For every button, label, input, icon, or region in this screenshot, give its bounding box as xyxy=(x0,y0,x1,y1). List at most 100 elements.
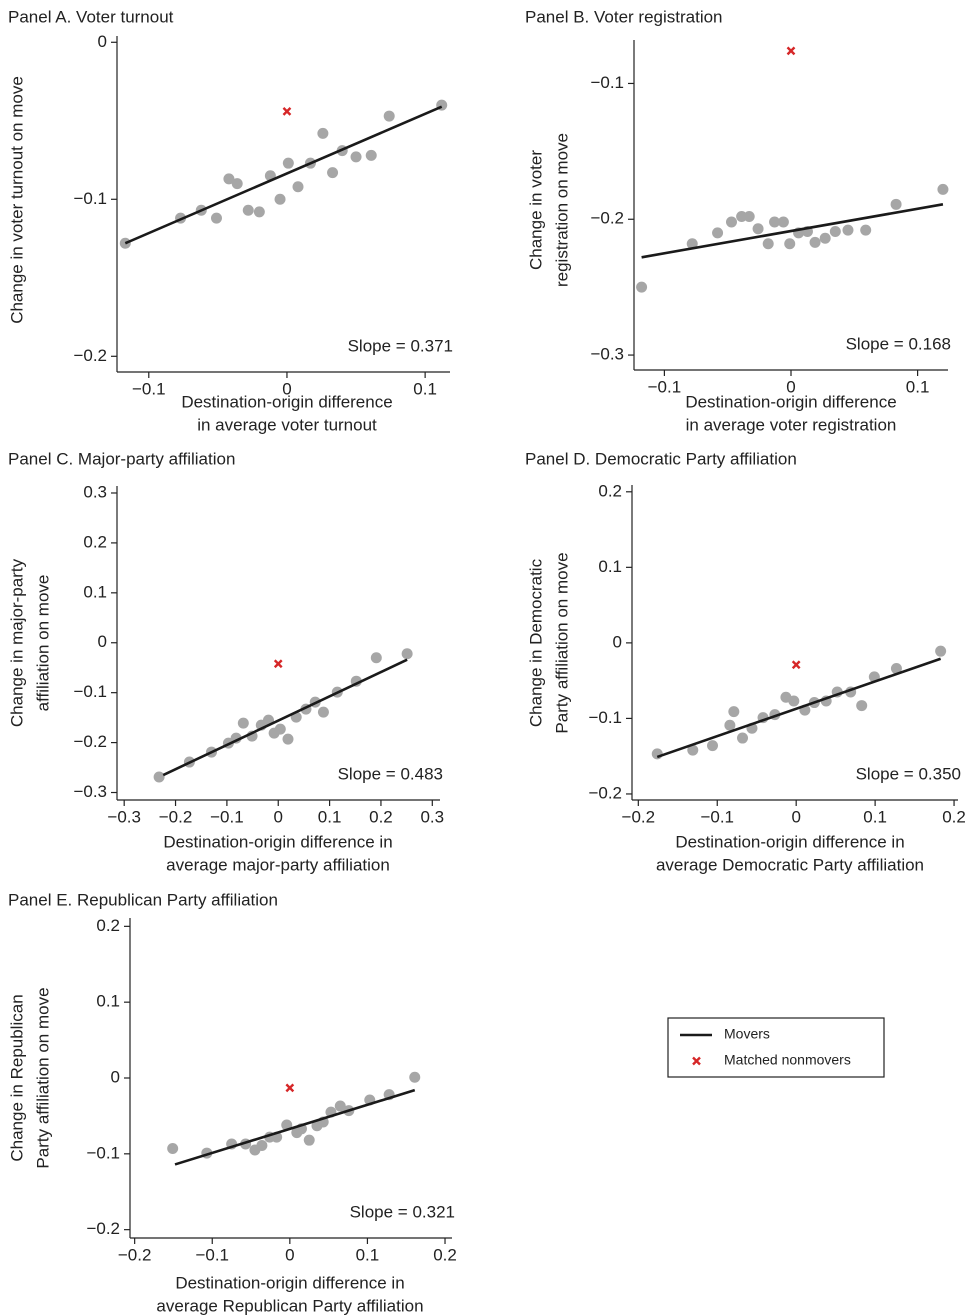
x-axis-label: Destination-origin difference xyxy=(685,392,896,411)
slope-annotation: Slope = 0.371 xyxy=(348,336,453,355)
mover-point xyxy=(327,167,339,179)
x-axis-label: average Republican Party affiliation xyxy=(156,1296,423,1315)
y-tick-label: 0 xyxy=(111,1067,120,1086)
mover-point xyxy=(223,173,235,185)
mover-point xyxy=(712,227,724,239)
mover-point xyxy=(890,198,902,210)
mover-point xyxy=(725,216,737,228)
mover-point xyxy=(370,652,382,664)
mover-point xyxy=(784,238,796,250)
y-tick-label: −0.2 xyxy=(588,783,622,802)
nonmover-point xyxy=(285,1083,295,1093)
panel-title: Panel C. Major-party affiliation xyxy=(8,449,235,468)
x-tick-label: 0 xyxy=(285,1245,294,1264)
x-tick-label: −0.2 xyxy=(159,807,193,826)
mover-point xyxy=(937,183,949,195)
y-tick-label: 0.1 xyxy=(83,582,107,601)
y-tick-label: −0.2 xyxy=(73,732,107,751)
fit-line xyxy=(162,658,408,777)
y-tick-label: −0.1 xyxy=(590,73,624,92)
legend-marker xyxy=(692,1056,701,1066)
mover-point xyxy=(365,149,377,161)
mover-point xyxy=(237,717,249,729)
x-tick-label: 0.2 xyxy=(433,1245,457,1264)
y-axis-label: affiliation on move xyxy=(33,575,52,712)
mover-point xyxy=(282,157,294,169)
panel-title: Panel A. Voter turnout xyxy=(8,7,174,26)
mover-point xyxy=(303,1134,315,1146)
x-tick-label: 0.2 xyxy=(942,807,966,826)
x-axis-label: in average voter registration xyxy=(686,415,897,434)
y-tick-label: −0.1 xyxy=(588,708,622,727)
y-axis-label: registration on move xyxy=(552,133,571,287)
mover-point xyxy=(242,204,254,216)
mover-point xyxy=(409,1071,421,1083)
x-marker xyxy=(791,660,801,670)
x-tick-label: 0 xyxy=(274,807,283,826)
nonmover-point xyxy=(282,107,292,116)
mover-point xyxy=(282,733,294,745)
mover-point xyxy=(842,224,854,236)
y-tick-label: 0 xyxy=(98,632,107,651)
mover-point xyxy=(777,216,789,228)
slope-annotation: Slope = 0.321 xyxy=(350,1202,455,1221)
x-tick-label: 0.1 xyxy=(318,807,342,826)
y-tick-label: 0.2 xyxy=(83,532,107,551)
mover-point xyxy=(724,719,736,731)
x-tick-label: 0 xyxy=(791,807,800,826)
y-tick-label: 0 xyxy=(613,632,622,651)
mover-point xyxy=(401,648,413,660)
mover-point xyxy=(253,206,265,218)
nonmover-point xyxy=(786,46,796,56)
mover-point xyxy=(737,732,749,744)
y-axis-label: Change in major-party xyxy=(7,558,26,727)
y-tick-label: −0.1 xyxy=(86,1143,120,1162)
x-marker xyxy=(786,46,796,56)
x-tick-label: −0.1 xyxy=(700,807,734,826)
mover-point xyxy=(829,225,841,237)
y-tick-label: −0.2 xyxy=(73,346,107,365)
y-axis-label: Change in voter xyxy=(526,150,545,270)
mover-point xyxy=(809,236,821,248)
x-tick-label: −0.1 xyxy=(648,377,682,396)
x-tick-label: −0.1 xyxy=(210,807,244,826)
mover-point xyxy=(686,238,698,250)
y-tick-label: −0.2 xyxy=(590,209,624,228)
mover-point xyxy=(153,771,165,783)
x-tick-label: −0.3 xyxy=(107,807,141,826)
mover-point xyxy=(762,238,774,250)
x-axis-label: Destination-origin difference in xyxy=(175,1273,404,1292)
panel-title: Panel D. Democratic Party affiliation xyxy=(525,449,797,468)
mover-point xyxy=(743,211,755,223)
mover-point xyxy=(651,748,663,760)
mover-point xyxy=(167,1143,179,1155)
x-marker xyxy=(282,107,292,116)
y-tick-label: 0.3 xyxy=(83,482,107,501)
legend-label: Movers xyxy=(724,1026,770,1042)
mover-point xyxy=(769,216,781,228)
mover-point xyxy=(752,223,764,235)
x-tick-label: 0 xyxy=(786,377,795,396)
fit-line xyxy=(656,657,942,759)
y-tick-label: 0 xyxy=(98,32,107,51)
mover-point xyxy=(728,706,740,718)
y-axis-label: Change in voter turnout on move xyxy=(7,76,26,324)
mover-point xyxy=(317,127,329,139)
x-tick-label: 0.3 xyxy=(420,807,444,826)
x-tick-label: −0.1 xyxy=(195,1245,229,1264)
nonmover-point xyxy=(273,659,283,669)
y-tick-label: −0.3 xyxy=(590,345,624,364)
x-marker xyxy=(273,659,283,669)
x-tick-label: 0 xyxy=(282,379,291,398)
slope-annotation: Slope = 0.350 xyxy=(856,764,961,783)
x-axis-label: average Democratic Party affiliation xyxy=(656,855,924,874)
mover-point xyxy=(350,151,362,163)
x-marker xyxy=(285,1083,295,1093)
panel-title: Panel B. Voter registration xyxy=(525,7,723,26)
mover-point xyxy=(292,181,304,193)
fit-line xyxy=(174,1088,416,1166)
x-axis-label: Destination-origin difference xyxy=(181,392,392,411)
x-tick-label: 0.1 xyxy=(863,807,887,826)
panel-title: Panel E. Republican Party affiliation xyxy=(8,890,278,909)
